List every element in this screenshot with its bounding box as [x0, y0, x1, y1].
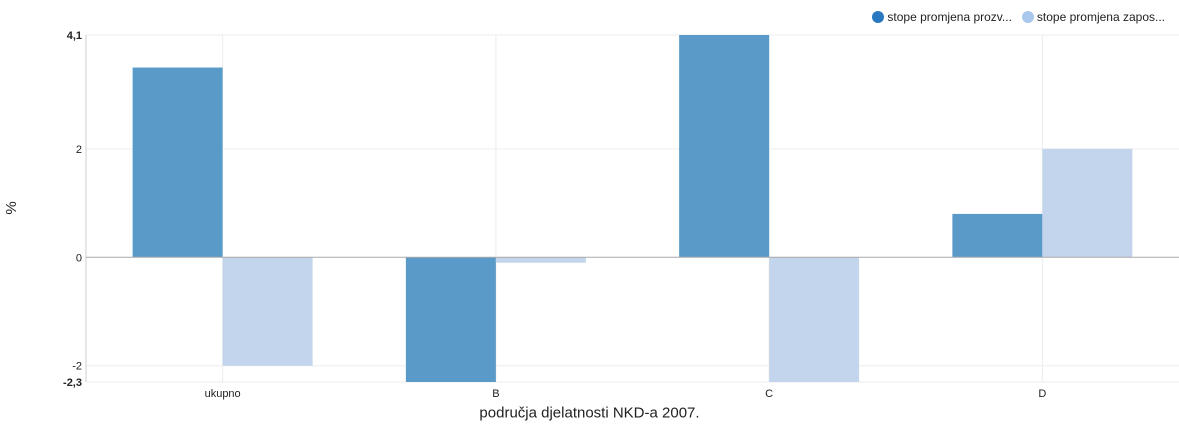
- legend-dot-series-1-icon: [872, 11, 885, 23]
- legend-item-series-1[interactable]: stope promjena prozv...: [872, 10, 1012, 24]
- x-axis-title: područja djelatnosti NKD-a 2007.: [479, 404, 700, 422]
- y-tick-label: 0: [76, 252, 82, 264]
- bar-D-series-1: [952, 213, 1043, 258]
- bar-ukupno-series-2: [222, 257, 313, 366]
- bar-B-series-2: [495, 257, 586, 263]
- bar-C-series-1: [679, 35, 770, 258]
- y-tick-label: -2,3: [63, 377, 82, 389]
- bar-D-series-2: [1042, 148, 1133, 258]
- x-tick-label: C: [765, 388, 773, 400]
- legend-label-series-2: stope promjena zapos...: [1036, 10, 1165, 24]
- y-tick-label: -2: [72, 361, 82, 373]
- bar-C-series-2: [769, 257, 860, 382]
- x-tick-label: ukupno: [205, 388, 241, 400]
- legend-dot-series-2-icon: [1021, 11, 1034, 23]
- bar-ukupno-series-1: [132, 67, 223, 258]
- bar-B-series-1: [405, 257, 496, 382]
- x-tick-label: B: [492, 388, 499, 400]
- x-tick-label: D: [1038, 388, 1046, 400]
- chart-legend: stope promjena prozv... stope promjena z…: [872, 10, 1165, 24]
- y-tick-label: 2: [76, 144, 82, 156]
- y-tick-label: 4,1: [67, 30, 82, 42]
- legend-label-series-1: stope promjena prozv...: [887, 10, 1012, 24]
- legend-item-series-2[interactable]: stope promjena zapos...: [1021, 10, 1165, 24]
